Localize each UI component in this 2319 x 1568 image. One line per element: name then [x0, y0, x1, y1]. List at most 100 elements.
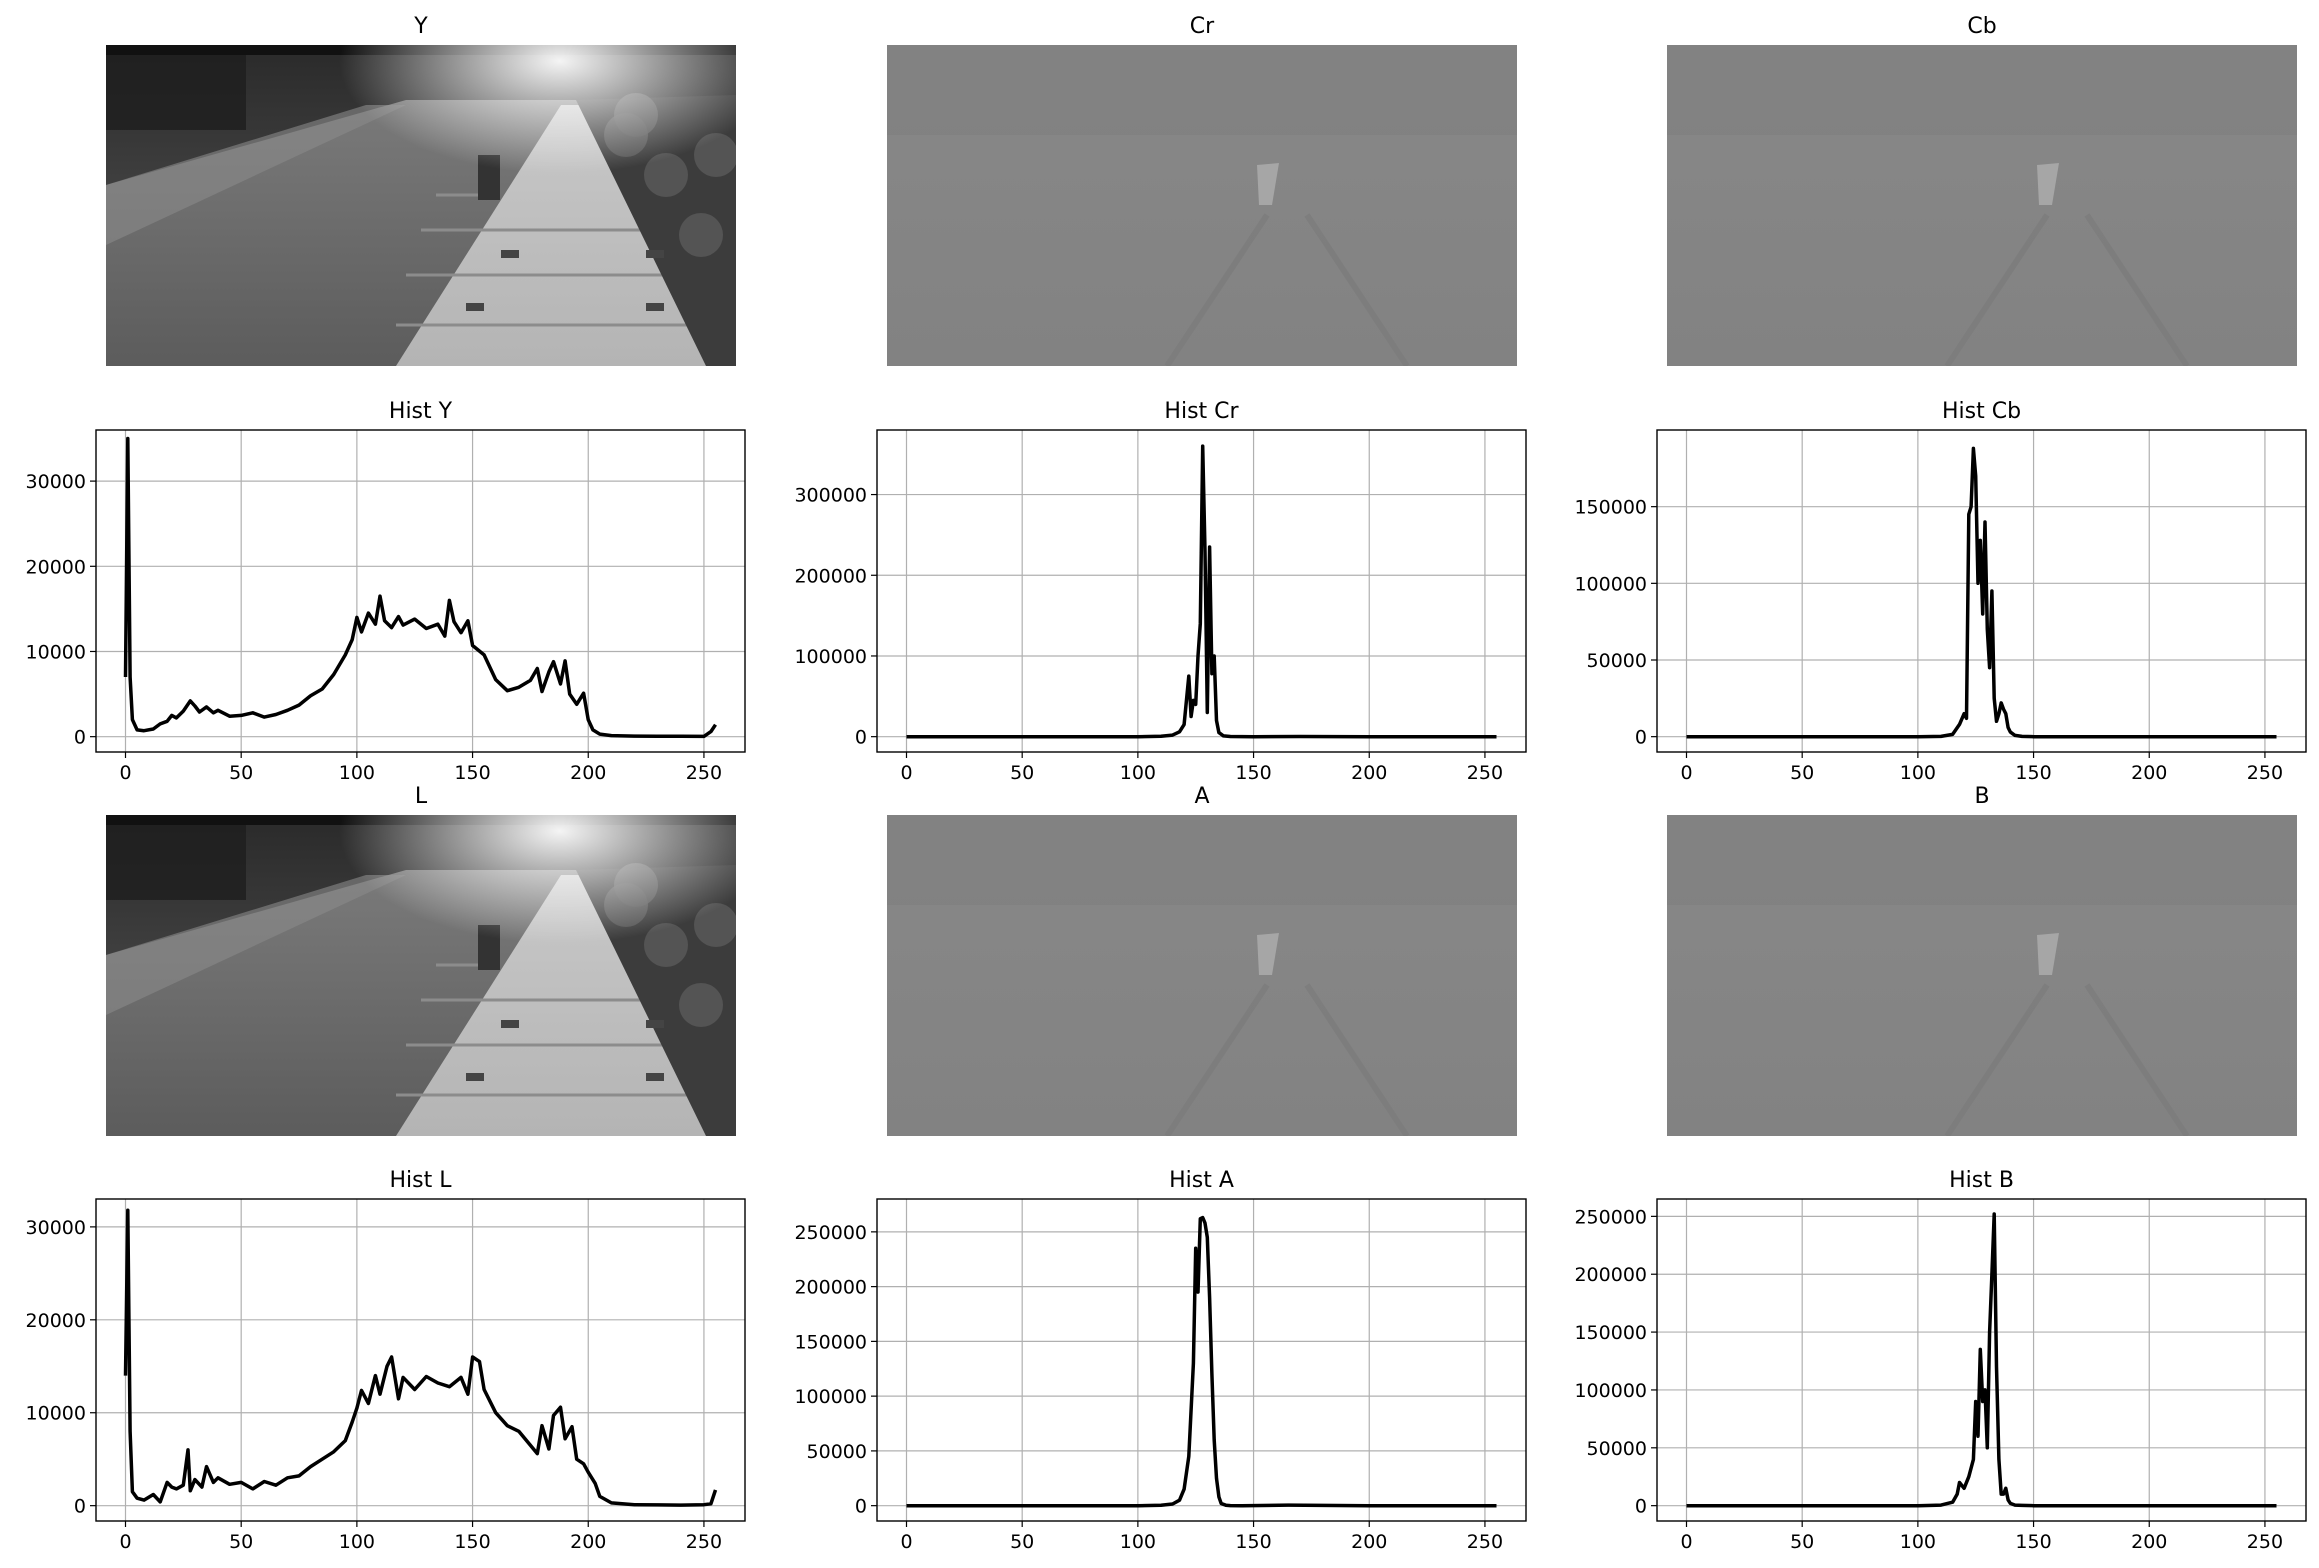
x-tick-label: 50 [1010, 762, 1034, 784]
y-tick-label: 200000 [794, 1277, 867, 1299]
histogram-line [906, 1215, 1497, 1508]
histogram-line [906, 444, 1497, 739]
image-title: A [1194, 784, 1209, 809]
y-tick-label: 30000 [26, 1217, 86, 1239]
image-title: Cb [1967, 14, 1996, 39]
y-tick-label: 150000 [1574, 1322, 1647, 1344]
x-tick-label: 250 [2247, 762, 2283, 784]
x-tick-label: 200 [2131, 762, 2167, 784]
chart-5: Hist A 0 50 100 150 200 250 0 50000 100000 150000 2… [794, 1168, 1527, 1553]
image-B [1667, 815, 2297, 1136]
x-tick-label: 50 [229, 1531, 253, 1553]
x-tick-label: 100 [1900, 762, 1936, 784]
y-tick-label: 150000 [794, 1331, 867, 1353]
y-tick-label: 0 [74, 727, 86, 749]
y-tick-label: 20000 [26, 556, 86, 578]
y-tick-label: 0 [855, 1496, 867, 1518]
image-Cb [1667, 45, 2297, 366]
x-tick-label: 200 [570, 762, 606, 784]
x-tick-label: 0 [1680, 1531, 1692, 1553]
axes-frame [876, 1198, 1527, 1522]
chart-title: Hist Cr [1164, 399, 1239, 424]
x-tick-label: 100 [1900, 1531, 1936, 1553]
y-tick-label: 0 [855, 727, 867, 749]
image-title: Y [413, 14, 428, 39]
y-tick-label: 0 [74, 1496, 86, 1518]
image-panels: Y Cr Cb L A B [106, 14, 2297, 1136]
chart-3: Hist Cb 0 50 100 150 200 250 0 50000 100000 150000 [1574, 399, 2307, 784]
y-tick-label: 0 [1635, 1496, 1647, 1518]
image-Cr [887, 45, 1517, 366]
x-tick-label: 100 [1120, 762, 1156, 784]
x-tick-label: 150 [454, 1531, 490, 1553]
image-panel-L: L [106, 784, 736, 1136]
x-tick-label: 0 [119, 1531, 131, 1553]
x-tick-label: 250 [686, 1531, 722, 1553]
y-tick-label: 20000 [26, 1310, 86, 1332]
x-tick-label: 250 [1467, 762, 1503, 784]
x-tick-label: 0 [119, 762, 131, 784]
x-tick-label: 0 [900, 1531, 912, 1553]
y-tick-label: 200000 [794, 565, 867, 587]
y-tick-label: 50000 [807, 1441, 867, 1463]
x-tick-label: 50 [229, 762, 253, 784]
y-tick-label: 250000 [794, 1222, 867, 1244]
y-tick-label: 100000 [794, 646, 867, 668]
axes-frame [876, 429, 1527, 753]
image-Y [106, 45, 736, 366]
y-tick-label: 200000 [1574, 1264, 1647, 1286]
x-tick-label: 0 [900, 762, 912, 784]
x-tick-label: 200 [1351, 762, 1387, 784]
axes-frame [95, 1198, 746, 1522]
y-tick-label: 10000 [26, 641, 86, 663]
x-tick-label: 200 [570, 1531, 606, 1553]
x-tick-label: 50 [1790, 1531, 1814, 1553]
x-tick-label: 150 [2015, 1531, 2051, 1553]
y-tick-label: 50000 [1587, 650, 1647, 672]
histogram-line [1686, 1212, 2277, 1508]
y-tick-label: 10000 [26, 1403, 86, 1425]
image-A [887, 815, 1517, 1136]
image-panel-B: B [1667, 784, 2297, 1136]
x-tick-label: 250 [2247, 1531, 2283, 1553]
axes-frame [1656, 1198, 2307, 1522]
x-tick-label: 150 [454, 762, 490, 784]
chart-title: Hist A [1169, 1168, 1234, 1193]
x-tick-label: 0 [1680, 762, 1692, 784]
histogram-panels: Hist Y0 50 100 150 200 2500100002000030000His… [26, 399, 2307, 1553]
image-panel-Cb: Cb [1667, 14, 2297, 366]
y-tick-label: 30000 [26, 471, 86, 493]
histogram-line [123, 1208, 718, 1507]
y-tick-label: 100000 [1574, 573, 1647, 595]
y-tick-label: 0 [1635, 727, 1647, 749]
x-tick-label: 50 [1010, 1531, 1034, 1553]
x-tick-label: 250 [1467, 1531, 1503, 1553]
axes-frame [95, 429, 746, 753]
x-tick-label: 150 [2015, 762, 2051, 784]
image-panel-A: A [887, 784, 1517, 1136]
x-tick-label: 100 [339, 1531, 375, 1553]
y-tick-label: 150000 [1574, 497, 1647, 519]
chart-title: Hist B [1949, 1168, 2014, 1193]
y-tick-label: 250000 [1574, 1206, 1647, 1228]
x-tick-label: 150 [1235, 762, 1271, 784]
x-tick-label: 50 [1790, 762, 1814, 784]
x-tick-label: 150 [1235, 1531, 1271, 1553]
image-panel-Y: Y [106, 14, 736, 366]
y-tick-label: 300000 [794, 485, 867, 507]
axes-frame [1656, 429, 2307, 753]
y-tick-label: 50000 [1587, 1438, 1647, 1460]
chart-title: Hist Y [389, 399, 453, 424]
y-tick-label: 100000 [1574, 1380, 1647, 1402]
image-title: L [415, 784, 428, 809]
image-title: B [1974, 784, 1989, 809]
image-panel-Cr: Cr [887, 14, 1517, 366]
chart-title: Hist Cb [1942, 399, 2021, 424]
chart-2: Hist Cr 0 50 100 150 200 250 0 100000 200000 30000… [794, 399, 1527, 784]
histogram-line [1686, 446, 2277, 739]
image-L [106, 815, 736, 1136]
x-tick-label: 100 [339, 762, 375, 784]
x-tick-label: 100 [1120, 1531, 1156, 1553]
chart-6: Hist B 0 50 100 150 200 250 0 50000 100000 150000 2… [1574, 1168, 2307, 1553]
x-tick-label: 250 [686, 762, 722, 784]
